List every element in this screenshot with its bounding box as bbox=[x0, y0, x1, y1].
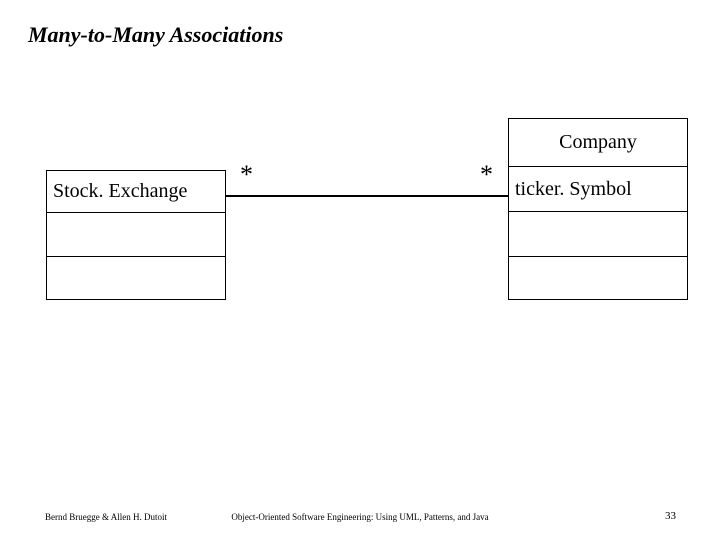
uml-class-stockexchange-operations-compartment bbox=[47, 257, 225, 301]
uml-class-stockexchange-name: Stock. Exchange bbox=[53, 180, 187, 203]
footer-page-number: 33 bbox=[665, 510, 676, 522]
association-line bbox=[226, 195, 508, 197]
uml-class-company-name: Company bbox=[559, 131, 637, 154]
uml-class-stockexchange: Stock. Exchange bbox=[46, 170, 226, 300]
uml-class-stockexchange-attributes-compartment bbox=[47, 213, 225, 257]
uml-class-company-operations-compartment bbox=[509, 257, 687, 301]
uml-class-stockexchange-name-compartment: Stock. Exchange bbox=[47, 171, 225, 213]
slide-title: Many-to-Many Associations bbox=[28, 22, 283, 48]
footer-book-title: Object-Oriented Software Engineering: Us… bbox=[0, 512, 720, 522]
multiplicity-left: * bbox=[240, 160, 253, 190]
uml-class-company-attributes-compartment: ticker. Symbol bbox=[509, 167, 687, 212]
uml-class-company-blank-compartment bbox=[509, 212, 687, 257]
multiplicity-right: * bbox=[480, 160, 493, 190]
uml-class-company-attribute-tickersymbol: ticker. Symbol bbox=[515, 178, 632, 201]
uml-class-company: Company ticker. Symbol bbox=[508, 118, 688, 300]
uml-class-company-name-compartment: Company bbox=[509, 119, 687, 167]
